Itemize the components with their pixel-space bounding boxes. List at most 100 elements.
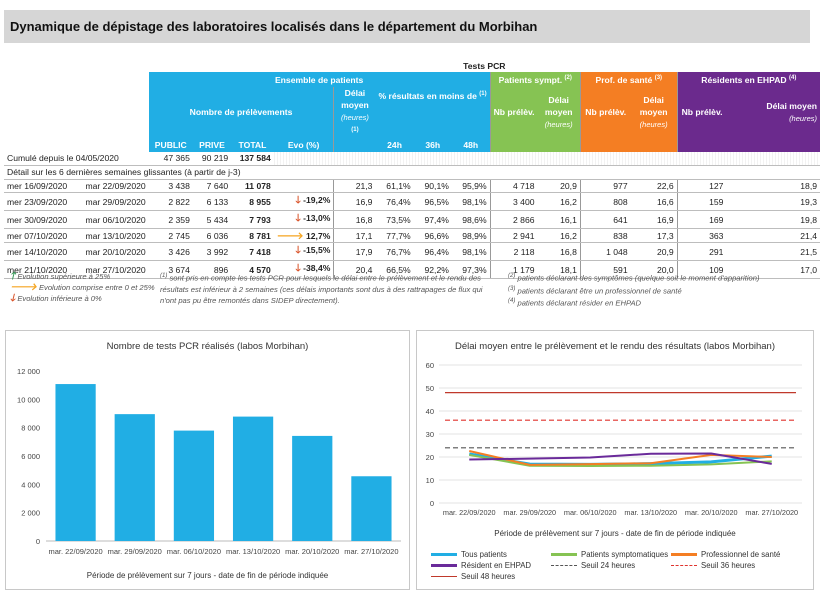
line-ytick-label: 30 xyxy=(426,430,434,439)
legend-item: Seuil 36 heures xyxy=(671,561,755,570)
cell-start: mer 16/09/2020 xyxy=(4,179,83,194)
bar-ytick-label: 10 000 xyxy=(17,395,40,404)
cell-p48: 97,3% xyxy=(451,260,491,280)
cell-e_d: 18,9 xyxy=(726,179,820,194)
arrow-down-icon: 🡓 xyxy=(295,263,301,275)
cell-s_d: 16,2 xyxy=(537,192,581,212)
line-xtick-label: mar. 27/10/2020 xyxy=(745,508,798,517)
cell-public: 3 426 xyxy=(148,242,193,262)
cell-prive: 5 434 xyxy=(192,210,232,230)
cell-p36: 92,2% xyxy=(413,260,452,280)
header-48h: 48h xyxy=(451,137,491,152)
legend-label: Seuil 24 heures xyxy=(581,561,636,570)
cumul-public: 47 365 xyxy=(148,151,193,167)
bar-chart-title: Nombre de tests PCR réalisés (labos Morb… xyxy=(106,341,309,352)
group-prof: Prof. de santé (3) xyxy=(579,72,678,87)
cumul-total: 137 584 xyxy=(231,151,274,167)
line-ytick-label: 0 xyxy=(430,499,434,508)
cell-public: 2 359 xyxy=(148,210,193,230)
cell-p24: 61,1% xyxy=(375,179,414,194)
cell-p_d: 20,9 xyxy=(630,242,678,262)
cell-public: 2 822 xyxy=(148,192,193,212)
cell-p_nb: 591 xyxy=(579,260,631,280)
header-prof-nb: Nb prélèv. xyxy=(579,87,631,138)
cell-evo xyxy=(273,179,334,194)
cell-total: 4 570 xyxy=(231,260,274,280)
cell-end: mar 22/09/2020 xyxy=(82,179,149,194)
cell-prive: 6 036 xyxy=(192,228,232,244)
bar-ytick-label: 2 000 xyxy=(21,509,40,518)
bar-xtick-label: mar. 27/10/2020 xyxy=(344,547,398,556)
arrow-up-icon: 🡑 xyxy=(10,271,16,282)
group-ensemble: Ensemble de patients xyxy=(148,72,491,87)
bar-xtick-label: mar. 29/09/2020 xyxy=(108,547,162,556)
cell-evo: 🡓 -19,2% xyxy=(273,192,334,212)
cell-prive: 896 xyxy=(192,260,232,280)
bar-5 xyxy=(351,476,392,541)
bar-ytick-label: 6 000 xyxy=(21,452,40,461)
cell-public: 2 745 xyxy=(148,228,193,244)
cell-evo: 🡓 -13,0% xyxy=(273,210,334,230)
cell-p_d: 22,6 xyxy=(630,179,678,194)
cell-start: mer 21/10/2020 xyxy=(4,260,83,280)
legend-item: Patients symptomatiques xyxy=(551,550,668,559)
table-row: mer 07/10/2020 mar 13/10/2020 2 745 6 036 8 … xyxy=(4,228,820,244)
line-ytick-label: 20 xyxy=(426,453,434,462)
cell-public: 3 438 xyxy=(148,179,193,194)
detail-row: Détail sur les 6 dernières semaines glis… xyxy=(4,165,820,180)
cell-start: mer 07/10/2020 xyxy=(4,228,83,244)
cell-total: 11 078 xyxy=(231,179,274,194)
legend-label: Patients symptomatiques xyxy=(581,550,669,559)
bar-3 xyxy=(232,416,274,541)
legend-item: Seuil 24 heures xyxy=(551,561,635,570)
header-sympt-nb: Nb prélèv. xyxy=(489,87,538,138)
line-xtick-label: mar. 06/10/2020 xyxy=(564,508,617,517)
cell-e_nb: 363 xyxy=(676,228,727,244)
cell-p48: 98,6% xyxy=(451,210,491,230)
pcr-table: Tests PCR Ensemble de patients Patients … xyxy=(4,60,820,280)
line-xtick-label: mar. 20/10/2020 xyxy=(685,508,738,517)
bar-2 xyxy=(173,430,215,541)
cell-end: mar 20/10/2020 xyxy=(82,242,149,262)
line-chart-xlabel: Période de prélèvement sur 7 jours - dat… xyxy=(494,529,736,538)
line-xtick-label: mar. 22/09/2020 xyxy=(443,508,496,517)
cell-p_d: 16,9 xyxy=(630,210,678,230)
header-ehpad-nb: Nb prélèv. xyxy=(676,87,727,138)
legend-swatch xyxy=(551,565,577,567)
legend-item: Professionnel de santé xyxy=(671,550,780,559)
bar-1 xyxy=(114,414,155,541)
header-evo: Evo (%) xyxy=(273,137,334,152)
cell-delai: 17,1 xyxy=(333,228,376,244)
header-prof-delai: Délai moyen (heures) xyxy=(630,87,678,138)
legend-label: Résident en EHPAD xyxy=(461,561,532,570)
cell-p36: 90,1% xyxy=(413,179,452,194)
page-title-bar: Dynamique de dépistage des laboratoires … xyxy=(4,10,810,43)
arrow-right-icon: 🡒 xyxy=(10,282,37,294)
arrow-down-icon: 🡓 xyxy=(295,195,301,207)
bar-xtick-label: mar. 13/10/2020 xyxy=(226,547,280,556)
cell-p_nb: 808 xyxy=(579,192,631,212)
cell-e_d: 21,4 xyxy=(726,228,820,244)
legend-swatch xyxy=(671,553,697,557)
cell-delai: 20,4 xyxy=(333,260,376,280)
bar-xtick-label: mar. 06/10/2020 xyxy=(167,547,221,556)
cell-prive: 3 992 xyxy=(192,242,232,262)
line-series-1 xyxy=(469,453,772,467)
detail-label: Détail sur les 6 dernières semaines glis… xyxy=(4,165,820,180)
cell-s_nb: 3 400 xyxy=(489,192,538,212)
cell-p_d: 20,0 xyxy=(630,260,678,280)
group-ehpad: Résidents en EHPAD (4) xyxy=(676,72,820,87)
legend-item: Résident en EHPAD xyxy=(431,561,531,570)
cell-prive: 7 640 xyxy=(192,179,232,194)
legend-label: Seuil 48 heures xyxy=(461,572,516,581)
legend-label: Professionnel de santé xyxy=(701,550,781,559)
line-ytick-label: 10 xyxy=(426,476,434,485)
bar-chart-svg: 0 2 000 4 000 6 000 8 000 10 000 12 000 mar. 22… xyxy=(17,367,401,556)
cell-total: 7 418 xyxy=(231,242,274,262)
bar-xtick-label: mar. 20/10/2020 xyxy=(285,547,339,556)
cell-p48: 98,1% xyxy=(451,242,491,262)
cell-start: mer 23/09/2020 xyxy=(4,192,83,212)
header-nb-prelevements: Nombre de prélèvements xyxy=(148,87,334,138)
bar-ytick-label: 4 000 xyxy=(21,480,40,489)
cell-s_nb: 2 118 xyxy=(489,242,538,262)
